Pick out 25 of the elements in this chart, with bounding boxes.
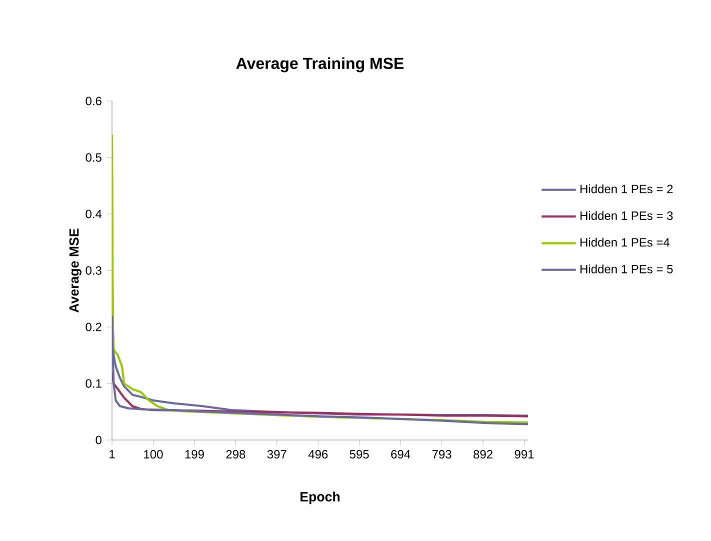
- y-tick-label: 0.4: [86, 210, 102, 218]
- x-tick-label: 199: [185, 450, 204, 459]
- x-tick-label: 1: [110, 450, 115, 458]
- x-tick-label: 793: [432, 450, 452, 459]
- x-tick-label: 694: [391, 450, 410, 459]
- y-tick-label: 0.3: [86, 266, 102, 275]
- y-axis-title: Average MSE: [69, 228, 82, 313]
- y-tick-label: 0.5: [86, 153, 102, 162]
- y-tick-label: 0.2: [86, 322, 102, 332]
- y-tick-label: 0.1: [86, 379, 102, 388]
- x-tick-label: 892: [474, 450, 492, 459]
- y-tick-label: 0.6: [86, 96, 102, 106]
- legend-label: Hidden 1 PEs = 3: [580, 211, 673, 220]
- legend-label: Hidden 1 PEs = 2: [580, 184, 673, 194]
- x-tick-label: 496: [308, 450, 328, 459]
- y-tick-label: 0: [96, 436, 102, 444]
- x-tick-label: 397: [267, 450, 286, 459]
- x-tick-label: 991: [514, 450, 534, 459]
- legend-label: Hidden 1 PEs = 5: [580, 264, 673, 274]
- legend-label: Hidden 1 PEs =4: [580, 238, 670, 247]
- x-tick-label: 595: [350, 450, 369, 459]
- x-tick-label: 100: [144, 450, 163, 459]
- chart-title: Average Training MSE: [236, 57, 404, 72]
- x-tick-label: 298: [226, 450, 246, 459]
- x-axis-title: Epoch: [300, 492, 340, 504]
